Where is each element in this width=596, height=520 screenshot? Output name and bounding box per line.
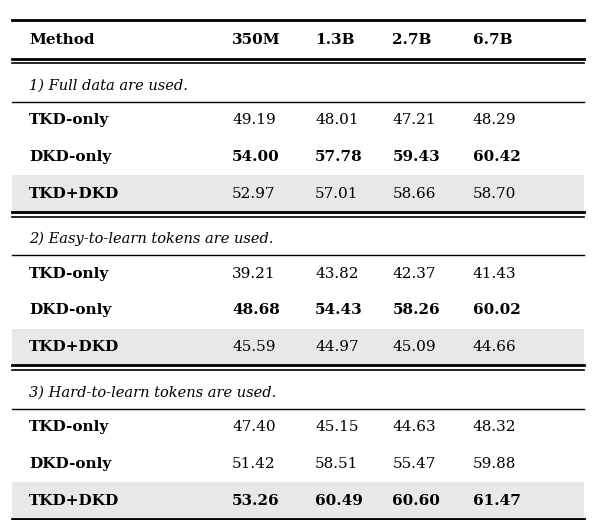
Text: 58.70: 58.70: [473, 187, 516, 201]
Text: 44.97: 44.97: [315, 340, 359, 354]
Text: 42.37: 42.37: [392, 267, 436, 281]
Text: 54.43: 54.43: [315, 304, 363, 317]
Text: 60.02: 60.02: [473, 304, 520, 317]
Text: DKD-only: DKD-only: [29, 457, 111, 471]
Text: 60.60: 60.60: [392, 493, 440, 508]
Text: 39.21: 39.21: [232, 267, 276, 281]
Text: TKD-only: TKD-only: [29, 420, 109, 434]
Text: 61.47: 61.47: [473, 493, 520, 508]
Text: 48.32: 48.32: [473, 420, 516, 434]
Text: Method: Method: [29, 33, 95, 47]
Text: 1.3B: 1.3B: [315, 33, 355, 47]
Text: 49.19: 49.19: [232, 113, 276, 127]
Text: 60.49: 60.49: [315, 493, 363, 508]
Text: 44.63: 44.63: [392, 420, 436, 434]
Text: 41.43: 41.43: [473, 267, 516, 281]
Text: TKD-only: TKD-only: [29, 267, 109, 281]
Text: 51.42: 51.42: [232, 457, 276, 471]
Text: 6.7B: 6.7B: [473, 33, 512, 47]
Bar: [12, 175, 584, 212]
Text: 52.97: 52.97: [232, 187, 276, 201]
Text: 45.09: 45.09: [392, 340, 436, 354]
Text: TKD+DKD: TKD+DKD: [29, 340, 119, 354]
Text: 57.01: 57.01: [315, 187, 359, 201]
Text: DKD-only: DKD-only: [29, 150, 111, 164]
Text: TKD+DKD: TKD+DKD: [29, 493, 119, 508]
Text: 48.68: 48.68: [232, 304, 280, 317]
Text: 53.26: 53.26: [232, 493, 280, 508]
Text: 58.51: 58.51: [315, 457, 359, 471]
Text: 58.26: 58.26: [392, 304, 440, 317]
Bar: [12, 482, 584, 519]
Text: 60.42: 60.42: [473, 150, 520, 164]
Text: 3) Hard-to-learn tokens are used.: 3) Hard-to-learn tokens are used.: [29, 385, 277, 399]
Text: 45.59: 45.59: [232, 340, 276, 354]
Text: 45.15: 45.15: [315, 420, 359, 434]
Text: TKD-only: TKD-only: [29, 113, 109, 127]
Text: 2) Easy-to-learn tokens are used.: 2) Easy-to-learn tokens are used.: [29, 231, 274, 246]
Text: 55.47: 55.47: [392, 457, 436, 471]
Text: 350M: 350M: [232, 33, 281, 47]
Text: 48.29: 48.29: [473, 113, 516, 127]
Text: 57.78: 57.78: [315, 150, 363, 164]
Text: 59.88: 59.88: [473, 457, 516, 471]
Text: 47.40: 47.40: [232, 420, 276, 434]
Text: 59.43: 59.43: [392, 150, 440, 164]
Text: TKD+DKD: TKD+DKD: [29, 187, 119, 201]
Text: 1) Full data are used.: 1) Full data are used.: [29, 79, 188, 93]
Text: DKD-only: DKD-only: [29, 304, 111, 317]
Text: 44.66: 44.66: [473, 340, 516, 354]
Text: 48.01: 48.01: [315, 113, 359, 127]
Text: 58.66: 58.66: [392, 187, 436, 201]
Text: 47.21: 47.21: [392, 113, 436, 127]
Text: 2.7B: 2.7B: [392, 33, 432, 47]
Text: 43.82: 43.82: [315, 267, 359, 281]
Bar: [12, 329, 584, 366]
Text: 54.00: 54.00: [232, 150, 280, 164]
